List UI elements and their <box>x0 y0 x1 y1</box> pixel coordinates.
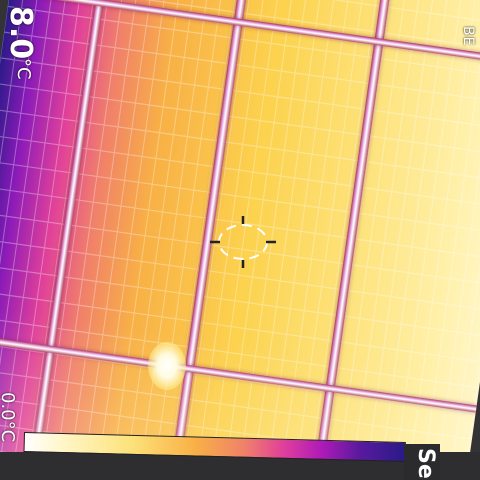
cell-line-vertical <box>12 0 89 474</box>
cell-line-vertical <box>455 1 480 480</box>
cell-line-vertical <box>261 0 338 480</box>
cell-line-vertical <box>0 0 61 470</box>
cell-line-vertical <box>247 0 325 480</box>
cell-line-vertical <box>0 0 20 464</box>
hot-spot <box>148 342 186 390</box>
cell-line-vertical <box>150 0 227 480</box>
crosshair-circle-icon[interactable] <box>208 214 278 270</box>
cell-line-vertical <box>81 0 158 480</box>
cell-line-horizontal <box>11 0 480 54</box>
cell-line-vertical <box>67 0 144 480</box>
cell-line-vertical <box>289 0 366 480</box>
cell-line-vertical <box>109 0 186 480</box>
cell-line-vertical <box>372 0 449 480</box>
max-temperature-unit: °C <box>13 58 34 80</box>
cell-line-vertical <box>358 0 435 480</box>
max-temperature-readout: 8.0 °C <box>0 0 78 96</box>
cell-line-vertical <box>123 0 200 480</box>
cell-line-vertical <box>136 0 214 480</box>
cell-line-vertical <box>441 0 480 480</box>
cell-line-vertical <box>234 0 311 480</box>
cell-line-vertical <box>0 0 47 468</box>
cell-line-vertical <box>386 0 463 480</box>
max-temperature-value: 8.0 <box>3 6 38 60</box>
cell-line-vertical <box>0 0 33 466</box>
cell-line-vertical <box>53 0 130 480</box>
cell-line-vertical <box>275 0 352 480</box>
cell-line-vertical <box>220 0 297 480</box>
cell-line-vertical <box>192 0 269 480</box>
cell-line-vertical <box>39 0 117 478</box>
corner-badge-label: Se <box>413 448 438 479</box>
cell-line-vertical <box>428 0 480 480</box>
cell-line-vertical <box>303 0 380 480</box>
cell-line-vertical <box>331 0 408 480</box>
cell-line-vertical <box>414 0 480 480</box>
cell-line-vertical <box>400 0 477 480</box>
cell-line-vertical <box>0 0 75 472</box>
cell-line-vertical <box>317 0 394 480</box>
top-right-label: BE <box>460 26 476 47</box>
cell-line-vertical <box>206 0 283 480</box>
cell-line-horizontal <box>14 0 480 28</box>
cell-line-vertical <box>178 0 255 480</box>
cell-line-vertical <box>95 0 172 480</box>
min-temperature-readout: 0.0°C <box>0 388 22 448</box>
cell-line-vertical <box>164 0 241 480</box>
cell-line-vertical <box>344 0 422 480</box>
corner-badge[interactable]: Se <box>404 444 440 480</box>
cell-line-vertical <box>26 0 103 476</box>
min-temperature-value: 0.0°C <box>0 392 18 443</box>
